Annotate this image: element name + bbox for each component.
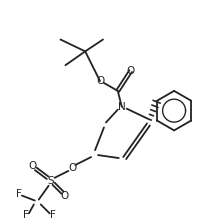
Text: O: O — [60, 191, 68, 201]
Text: F: F — [16, 189, 22, 199]
Text: O: O — [68, 163, 77, 173]
Text: O: O — [29, 161, 37, 171]
Text: F: F — [50, 210, 56, 220]
Text: S: S — [47, 176, 54, 186]
Text: O: O — [96, 76, 104, 86]
Text: O: O — [126, 66, 135, 76]
Text: F: F — [23, 210, 29, 220]
Text: N: N — [118, 102, 126, 112]
